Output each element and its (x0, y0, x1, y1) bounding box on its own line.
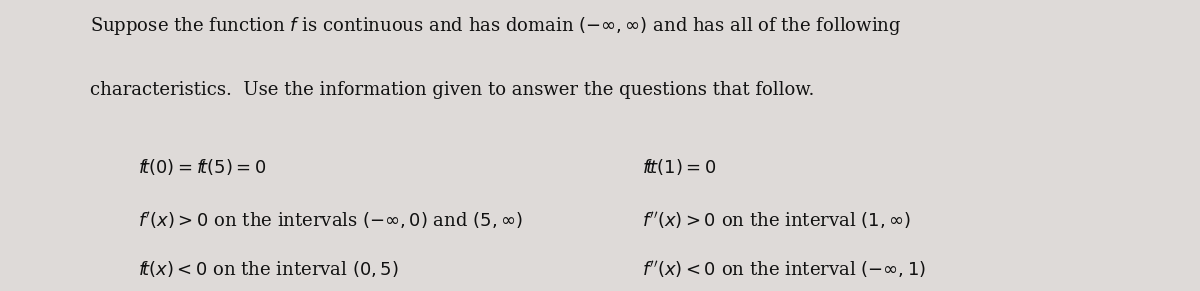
Text: $f\!t(0) = f\!t(5) = 0$: $f\!t(0) = f\!t(5) = 0$ (138, 157, 266, 177)
Text: characteristics.  Use the information given to answer the questions that follow.: characteristics. Use the information giv… (90, 81, 815, 100)
Text: $f''(x) < 0$ on the interval $(-\infty, 1)$: $f''(x) < 0$ on the interval $(-\infty, … (642, 259, 926, 280)
Text: $f\!t(x) < 0$ on the interval $\left(0, 5\right)$: $f\!t(x) < 0$ on the interval $\left(0, … (138, 259, 398, 279)
Text: $f\!t\!t(1) = 0$: $f\!t\!t(1) = 0$ (642, 157, 716, 177)
Text: Suppose the function $f$ is continuous and has domain $(-\infty, \infty)$ and ha: Suppose the function $f$ is continuous a… (90, 15, 901, 37)
Text: $f'(x) > 0$ on the intervals $(-\infty, 0)$ and $(5, \infty)$: $f'(x) > 0$ on the intervals $(-\infty, … (138, 210, 523, 230)
Text: $f''(x) > 0$ on the interval $(1, \infty)$: $f''(x) > 0$ on the interval $(1, \infty… (642, 210, 911, 230)
